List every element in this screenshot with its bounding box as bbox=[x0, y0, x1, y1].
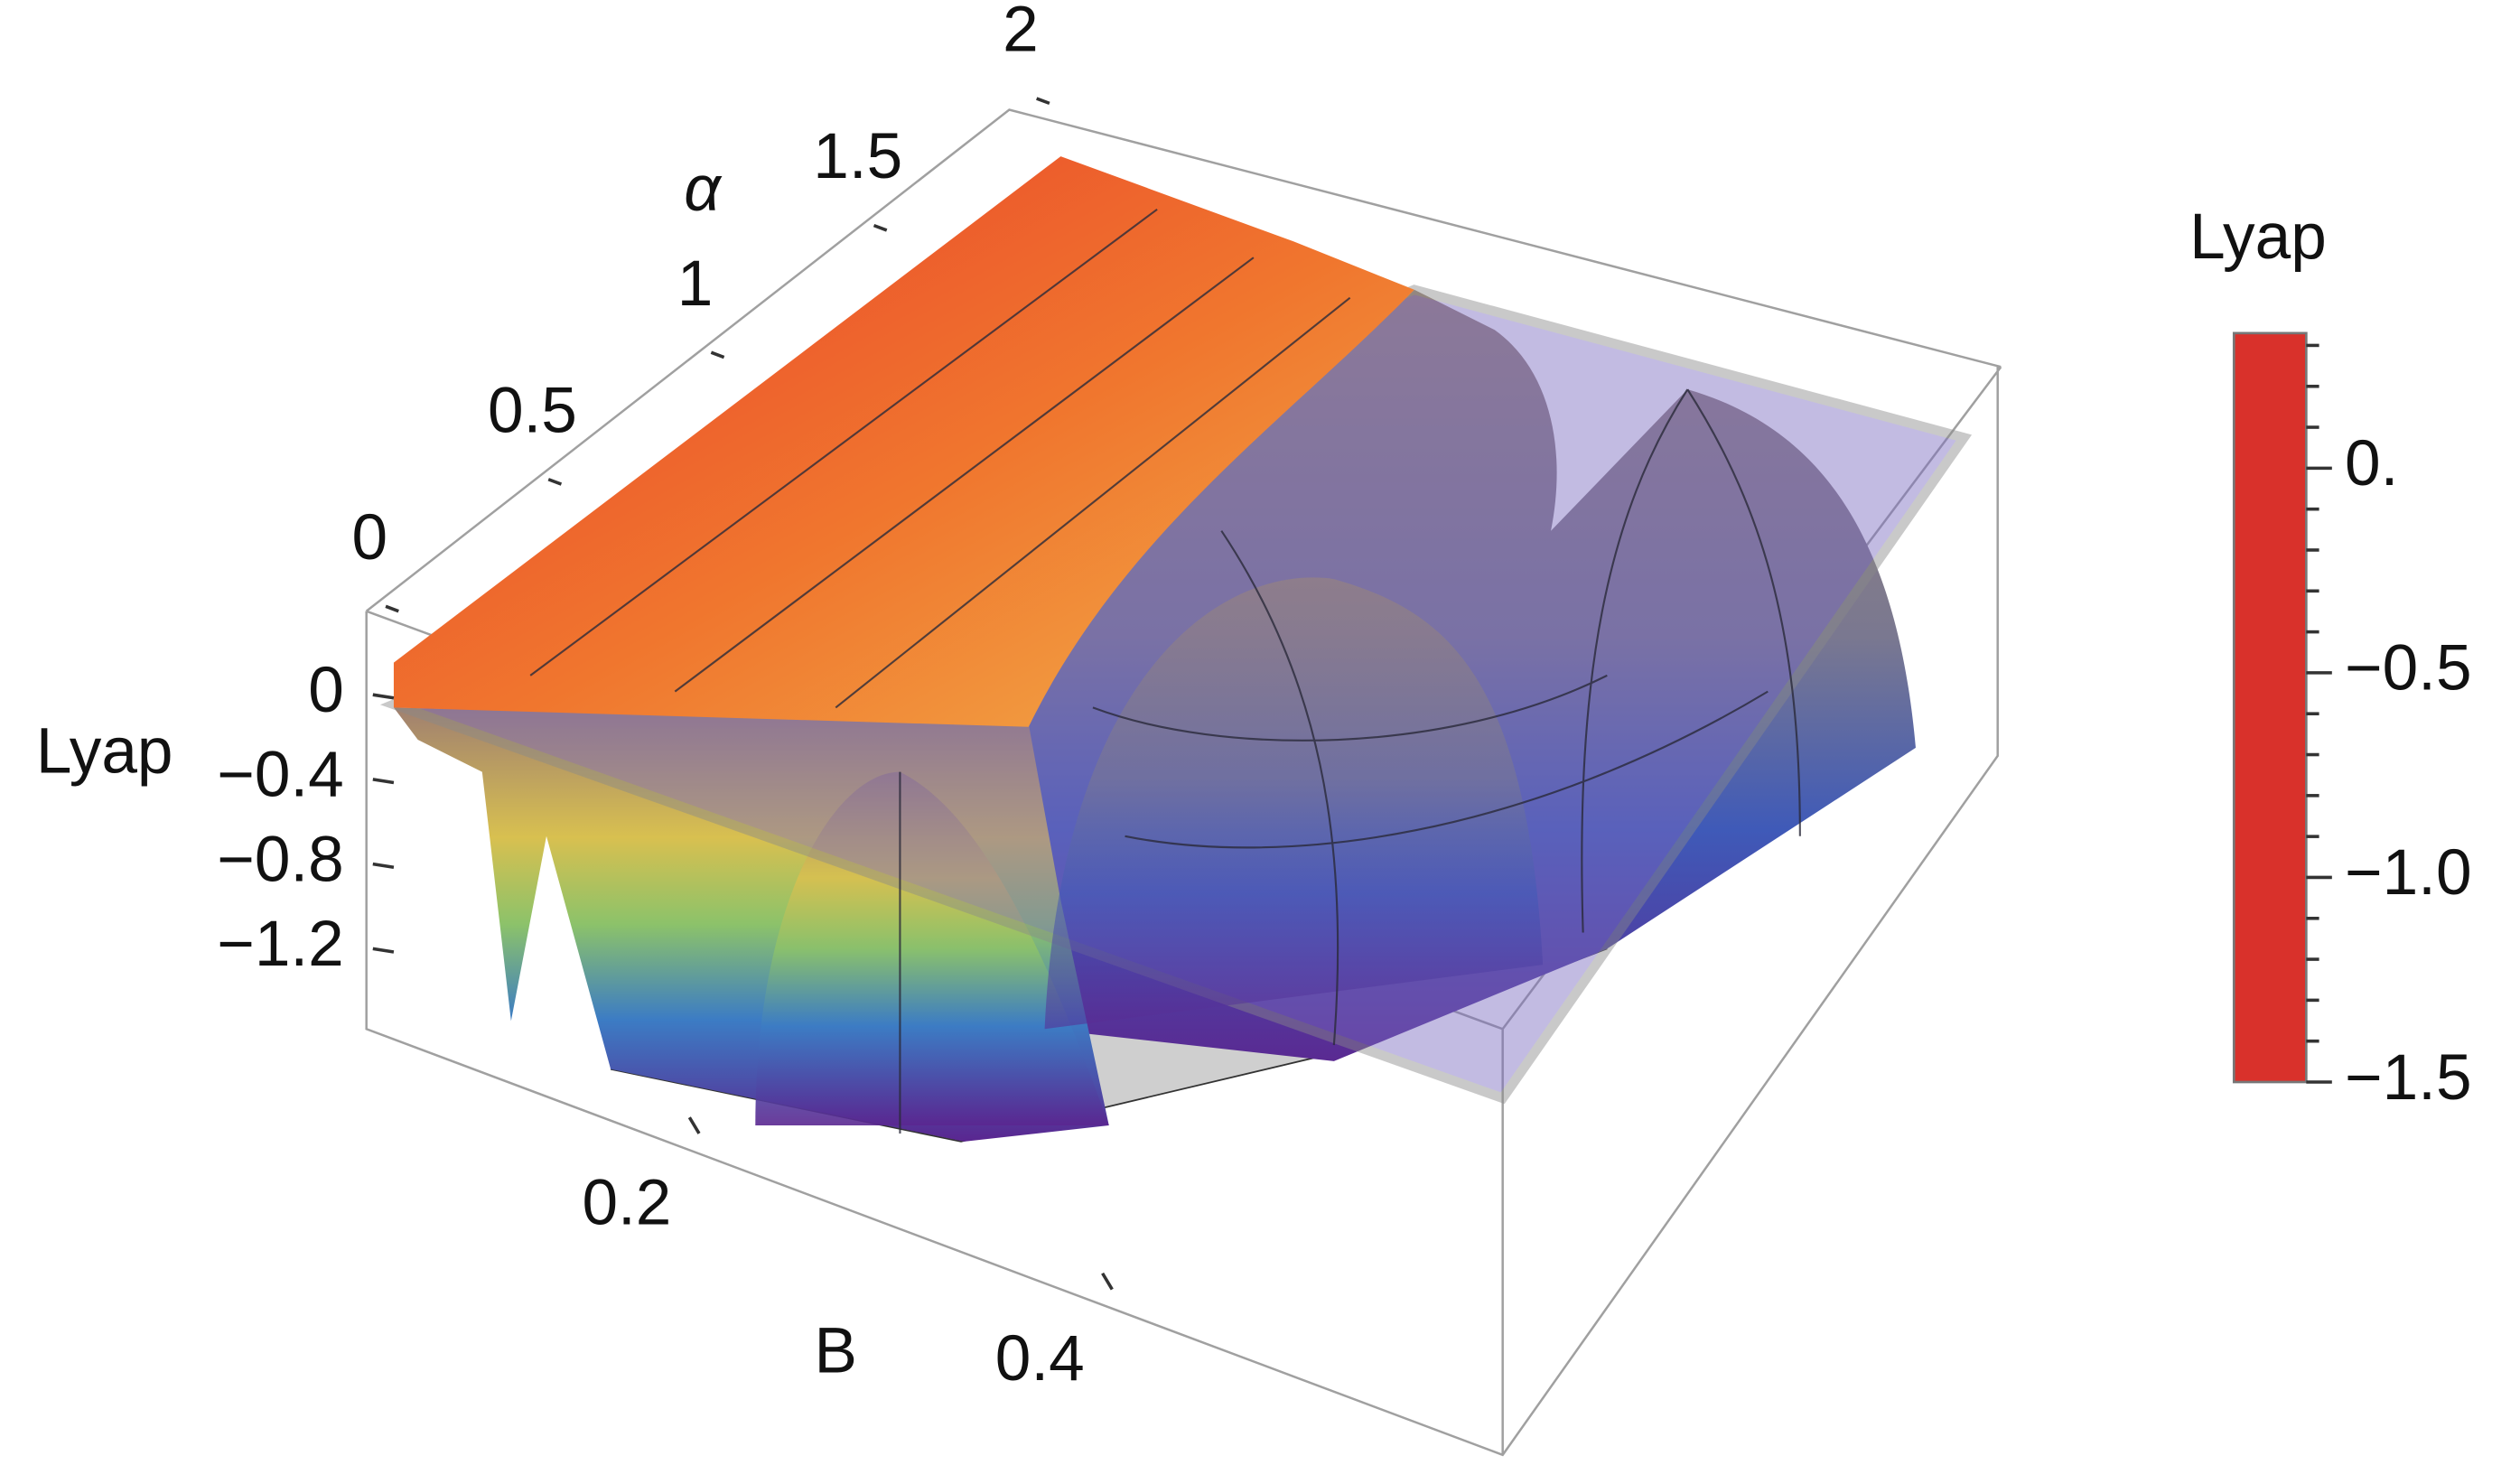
surface bbox=[379, 156, 1973, 1143]
alpha-tick bbox=[710, 350, 725, 359]
b-tick-label: 0.4 bbox=[995, 1323, 1085, 1395]
b-tick-label: 0.2 bbox=[582, 1168, 671, 1239]
lyap-tick-label: −0.8 bbox=[217, 824, 343, 895]
colorbar-title: Lyap bbox=[2189, 201, 2327, 273]
colorbar-tick-label: −1.5 bbox=[2345, 1042, 2471, 1114]
alpha-tick-label: 1.5 bbox=[813, 121, 902, 192]
colorbar bbox=[2232, 331, 2308, 1084]
b-tick bbox=[1101, 1272, 1114, 1291]
alpha-tick bbox=[547, 478, 563, 486]
colorbar-tick-label: −1.0 bbox=[2345, 837, 2471, 909]
colorbar-tick-label: 0. bbox=[2345, 428, 2398, 499]
alpha-tick-label: 1 bbox=[677, 248, 714, 320]
alpha-tick bbox=[1036, 97, 1050, 106]
colorbar-tick-label: −0.5 bbox=[2345, 633, 2471, 705]
alpha-axis-label: α bbox=[684, 154, 723, 225]
b-tick bbox=[687, 1116, 701, 1134]
lyap-tick-label: −0.4 bbox=[217, 740, 343, 811]
alpha-tick bbox=[385, 604, 399, 613]
b-axis-label: B bbox=[815, 1315, 857, 1386]
lyap-tick bbox=[372, 778, 395, 785]
lyap-axis-label: Lyap bbox=[36, 716, 173, 788]
lyap-tick bbox=[372, 862, 395, 869]
lyap-tick bbox=[372, 947, 395, 954]
lyap-tick-label: −1.2 bbox=[217, 909, 343, 980]
alpha-tick-label: 0 bbox=[351, 502, 387, 574]
alpha-tick-label: 2 bbox=[1003, 0, 1039, 66]
alpha-tick bbox=[873, 223, 888, 232]
alpha-tick-label: 0.5 bbox=[488, 375, 577, 446]
lyap-tick bbox=[372, 693, 395, 700]
lyap-tick-label: 0 bbox=[308, 655, 344, 726]
bounding-box bbox=[365, 108, 2002, 1457]
